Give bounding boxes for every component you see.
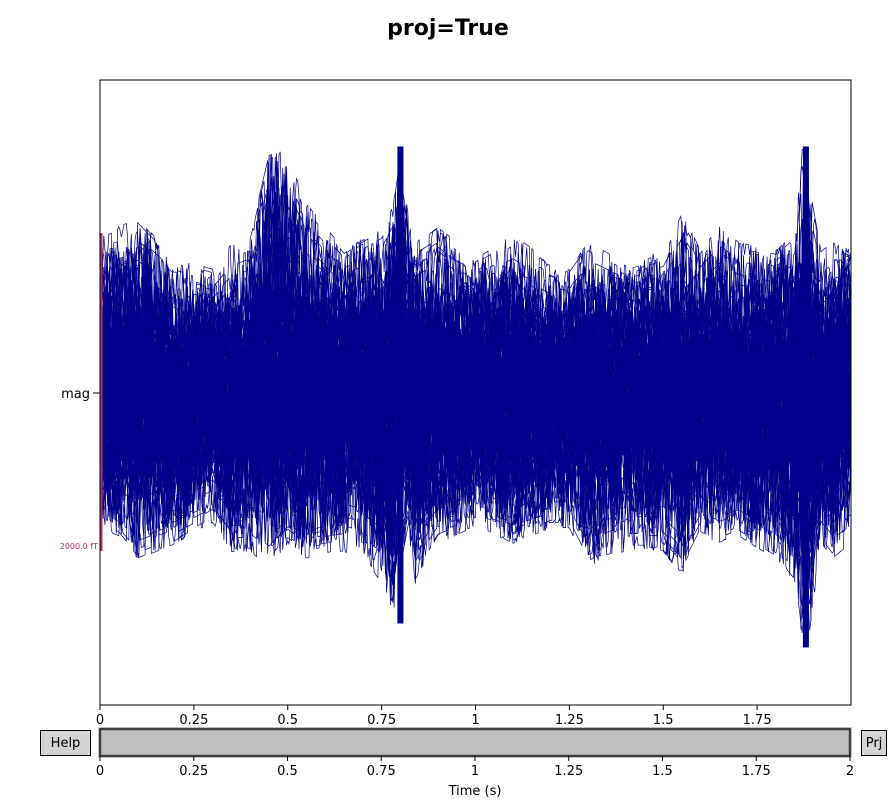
scroll-x-tick-label: 0.75 (367, 764, 396, 779)
scroll-x-tick-label: 1 (471, 764, 479, 779)
scale-bar-label: 2000.0 fT (60, 542, 98, 551)
scroll-x-tick-label: 2 (846, 764, 854, 779)
projectors-button[interactable]: Prj (861, 730, 887, 756)
channel-label-mag: mag (61, 387, 90, 402)
scroll-x-tick-label: 0.25 (179, 764, 208, 779)
scroll-x-tick-label: 1.75 (742, 764, 771, 779)
meg-trace (100, 321, 851, 474)
main-x-tick-label: 1.25 (555, 713, 584, 728)
figure-title: proj=True (387, 16, 509, 41)
scrollbar-window[interactable] (98, 727, 852, 758)
main-x-tick-label: 0.75 (367, 713, 396, 728)
meg-trace (100, 151, 851, 583)
main-x-tick-label: 0 (96, 713, 104, 728)
main-x-tick-label: 0.25 (179, 713, 208, 728)
x-axis-label: Time (s) (448, 784, 502, 799)
main-x-tick-label: 0.5 (277, 713, 298, 728)
event-spike (802, 146, 809, 648)
main-plot[interactable]: 2000.0 fT mag 0 0.25 0.5 0.75 1 1.25 1.5 1.75 (60, 79, 852, 728)
trace-group (100, 146, 851, 648)
meg-trace (100, 262, 851, 518)
time-scrollbar[interactable]: 0 0.25 0.5 0.75 1 1.25 1.5 1.75 2 Time (s) (96, 727, 854, 799)
main-x-tick-label: 1 (471, 713, 479, 728)
scroll-x-tick-label: 1.5 (652, 764, 673, 779)
meg-trace (100, 153, 851, 622)
scroll-x-tick-label: 0 (96, 764, 104, 779)
help-button[interactable]: Help (40, 730, 91, 756)
main-x-tick-label: 1.5 (653, 713, 674, 728)
meg-trace (100, 192, 851, 630)
event-spike (397, 146, 404, 624)
meg-trace (100, 212, 851, 546)
scroll-x-tick-label: 0.5 (277, 764, 298, 779)
scroll-x-axis: 0 0.25 0.5 0.75 1 1.25 1.5 1.75 2 (96, 756, 854, 779)
main-x-axis: 0 0.25 0.5 0.75 1 1.25 1.5 1.75 (96, 705, 772, 728)
main-x-tick-label: 1.75 (743, 713, 772, 728)
scroll-x-tick-label: 1.25 (554, 764, 583, 779)
